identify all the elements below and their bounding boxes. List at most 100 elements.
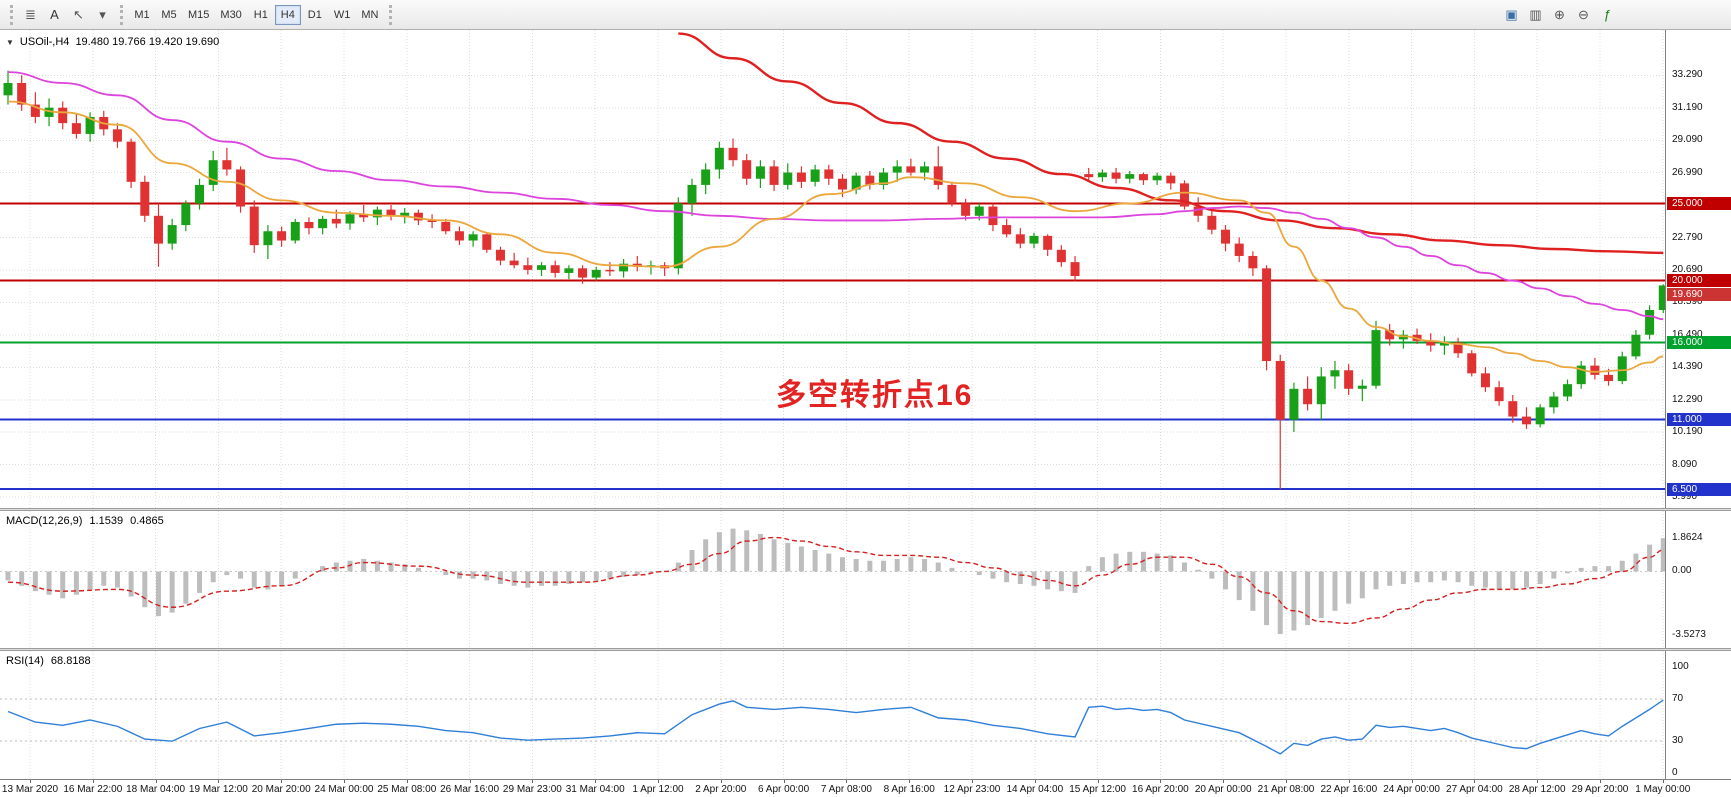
time-tick-label: 12 Apr 23:00: [943, 784, 1001, 795]
rsi-label: RSI(14) 68.8188: [6, 655, 91, 667]
rsi-tick-label: 0: [1672, 767, 1678, 778]
macd-canvas[interactable]: [0, 511, 1665, 648]
timeframe-button-m5[interactable]: M5: [161, 8, 177, 21]
price-scale[interactable]: 33.290 31.190 29.090 26.990 22.790 20.690 18.5…: [1665, 30, 1731, 508]
time-tick: [30, 780, 31, 783]
time-tick: [1348, 780, 1350, 783]
price-tick-label: 31.190: [1672, 101, 1703, 113]
macd-name: MACD(12,26,9): [6, 515, 83, 527]
time-tick-label: 7 Apr 08:00: [820, 784, 872, 795]
time-tick-label: 13 Mar 2020: [1, 784, 59, 795]
symbol-period-label: USOil-,H4: [19, 36, 70, 48]
toolbar-drag-handle-3[interactable]: [389, 4, 393, 25]
time-tick: [1537, 780, 1539, 783]
toolbar-drag-handle[interactable]: [10, 4, 13, 25]
time-tick-label: 28 Apr 12:00: [1508, 784, 1566, 795]
macd-scale[interactable]: 1.8624 0.00 -3.5273: [1665, 511, 1731, 648]
price-tick-label: 18.590: [1672, 296, 1703, 308]
timeframe-button-d1[interactable]: D1: [307, 8, 322, 21]
time-tick: [972, 780, 973, 783]
time-tick-label: 19 Mar 12:00: [188, 784, 248, 795]
time-tick-label: 22 Apr 16:00: [1320, 784, 1378, 795]
time-tick: [281, 780, 283, 783]
rsi-panel: RSI(14) 68.8188 100 70 30 0: [0, 651, 1731, 779]
timeframe-button-w1[interactable]: W1: [333, 8, 351, 21]
time-axis[interactable]: 13 Mar 2020 16 Mar 22:00 18 Mar 04:00 19 Ma…: [0, 779, 1731, 797]
time-tick: [92, 780, 94, 783]
panel-resize-separator-2[interactable]: [0, 648, 1731, 651]
toolbar: ≣ A ↖ ▾ M1 M5 M15 M30 H1 H4 D1 W1 MN ▣ ▥ ⊕ ⊖ ƒ: [0, 0, 1731, 30]
time-tick-label: 25 Mar 08:00: [377, 784, 437, 795]
time-tick: [218, 780, 220, 783]
time-tick-label: 24 Apr 00:00: [1383, 784, 1440, 795]
time-tick: [406, 780, 408, 783]
price-level-badge: 16.000: [1667, 335, 1731, 349]
price-level-badge: 25.000: [1667, 196, 1731, 210]
price-chart-canvas[interactable]: [0, 30, 1665, 508]
price-level-badge: 19.690: [1667, 287, 1731, 301]
price-tick-label: 20.690: [1672, 264, 1703, 276]
time-tick-label: 1 May 00:00: [1635, 784, 1691, 795]
new-order-icon[interactable]: ▣: [1505, 6, 1518, 22]
price-tick-label: 10.190: [1672, 426, 1703, 438]
more-tools-icon[interactable]: ▾: [99, 6, 106, 22]
price-tick-label: 29.090: [1672, 134, 1703, 146]
price-tick-label: 22.790: [1672, 231, 1703, 243]
time-tick: [595, 780, 597, 783]
indicators-icon[interactable]: ƒ: [1603, 7, 1612, 22]
timeframe-button-m30[interactable]: M30: [220, 8, 242, 21]
macd-tick-label: 1.8624: [1672, 532, 1703, 544]
timeframe-button-h4[interactable]: H4: [274, 4, 301, 25]
drawing-tools-group: ≣ A ↖ ▾: [19, 4, 114, 26]
timeframe-button-h1[interactable]: H1: [253, 8, 268, 21]
price-level-badge: 6.500: [1667, 482, 1731, 496]
timeframe-button-m1[interactable]: M1: [134, 8, 150, 21]
time-tick-label: 27 Apr 04:00: [1446, 784, 1503, 795]
time-tick-label: 16 Mar 22:00: [63, 784, 123, 795]
time-tick-label: 29 Mar 23:00: [502, 784, 562, 795]
text-tool-icon[interactable]: A: [50, 7, 59, 22]
time-tick: [1474, 780, 1476, 783]
zoom-in-icon[interactable]: ⊕: [1554, 6, 1565, 22]
time-tick: [909, 780, 911, 783]
zoom-out-icon[interactable]: ⊖: [1578, 6, 1589, 22]
time-tick: [469, 780, 471, 783]
time-tick-label: 8 Apr 16:00: [883, 784, 935, 795]
macd-tick-label: 0.00: [1672, 565, 1692, 577]
rsi-tick-label: 100: [1672, 661, 1689, 672]
arrow-tool-icon[interactable]: ↖: [73, 6, 84, 22]
time-tick-label: 6 Apr 00:00: [758, 784, 810, 795]
lines-tool-icon[interactable]: ≣: [25, 6, 36, 22]
panel-resize-separator[interactable]: [0, 508, 1731, 511]
time-tick-label: 26 Mar 16:00: [440, 784, 500, 795]
toolbar-drag-handle-2[interactable]: [120, 4, 123, 25]
time-tick-label: 1 Apr 12:00: [632, 784, 684, 795]
time-tick-label: 21 Apr 08:00: [1257, 784, 1315, 795]
rsi-scale[interactable]: 100 70 30 0: [1665, 651, 1731, 779]
macd-signal-value: 0.4865: [130, 515, 164, 527]
right-tools-group: ▣ ▥ ⊕ ⊖ ƒ: [1500, 4, 1619, 26]
time-tick-label: 14 Apr 04:00: [1006, 784, 1064, 795]
chart-type-icon[interactable]: ▥: [1529, 6, 1542, 22]
timeframes-group: M1 M5 M15 M30 H1 H4 D1 W1 MN: [129, 4, 383, 25]
timeframe-button-m15[interactable]: M15: [188, 8, 210, 21]
price-tick-label: 8.090: [1672, 458, 1698, 470]
price-level-badge: 11.000: [1667, 413, 1731, 427]
time-tick-label: 24 Mar 00:00: [314, 784, 374, 795]
rsi-value: 68.8188: [50, 655, 91, 667]
time-tick: [532, 780, 534, 783]
price-tick-label: 14.390: [1672, 361, 1703, 373]
time-tick: [846, 780, 848, 783]
price-tick-label: 33.290: [1672, 69, 1703, 81]
collapse-arrow-icon[interactable]: ▼: [6, 37, 14, 47]
macd-tick-label: -3.5273: [1672, 628, 1706, 640]
timeframe-button-mn[interactable]: MN: [361, 8, 379, 21]
rsi-name: RSI(14): [6, 655, 44, 667]
time-tick: [344, 780, 345, 783]
price-tick-label: 5.990: [1672, 491, 1698, 503]
rsi-tick-label: 30: [1672, 735, 1684, 747]
rsi-canvas[interactable]: [0, 651, 1665, 779]
macd-panel: MACD(12,26,9) 1.1539 0.4865 1.8624 0.00 -3…: [0, 511, 1731, 648]
time-tick: [1160, 780, 1162, 783]
